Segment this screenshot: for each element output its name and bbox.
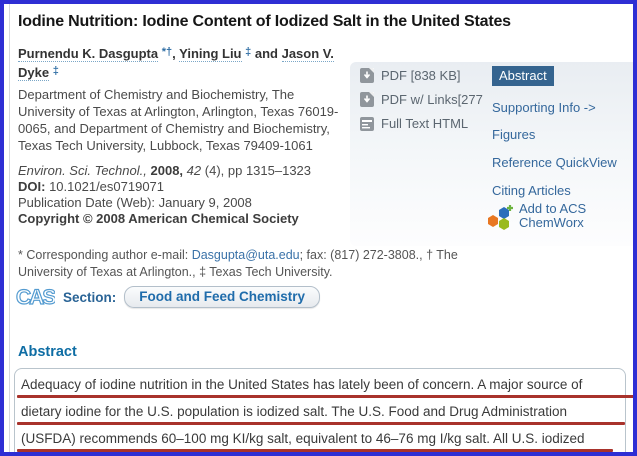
full-text-html-link[interactable]: Full Text HTML bbox=[360, 116, 468, 131]
abstract-line: (USFDA) recommends 60–100 mg KI/kg salt,… bbox=[15, 425, 625, 452]
abstract-text: dietary iodine for the U.S. population i… bbox=[21, 404, 568, 419]
abstract-heading: Abstract bbox=[18, 344, 77, 360]
citation-line: Environ. Sci. Technol., 2008, 42 (4), pp… bbox=[18, 163, 354, 179]
pdf-download-link[interactable]: PDF [838 KB] bbox=[360, 68, 460, 83]
page-title: Iodine Nutrition: Iodine Content of Iodi… bbox=[18, 13, 511, 30]
article-tools-panel: PDF [838 KB] PDF w/ Links[277 Full Text … bbox=[350, 62, 633, 246]
abstract-text: Adequacy of iodine nutrition in the Unit… bbox=[21, 377, 583, 392]
cas-logo-icon: CAS bbox=[15, 286, 55, 308]
author-link[interactable]: Purnendu K. Dasgupta bbox=[18, 46, 159, 62]
nav-supporting-info-link[interactable]: Supporting Info -> bbox=[492, 100, 596, 115]
author-list: Purnendu K. Dasgupta *†, Yining Liu ‡ an… bbox=[18, 45, 354, 83]
chemworx-label-line2: ChemWorx bbox=[519, 215, 584, 230]
footnote-text: * Corresponding author e-mail: bbox=[18, 248, 192, 262]
html-document-icon bbox=[360, 116, 374, 131]
red-underline-annotation bbox=[17, 449, 613, 452]
footnote-text: ; fax: (817) 272-3808., † The University… bbox=[18, 248, 458, 279]
abstract-text: (USFDA) recommends 60–100 mg KI/kg salt,… bbox=[21, 431, 585, 446]
nav-figures-link[interactable]: Figures bbox=[492, 127, 536, 142]
doi-value: 10.1021/es0719071 bbox=[49, 179, 165, 194]
article-meta-column: Purnendu K. Dasgupta *†, Yining Liu ‡ an… bbox=[18, 45, 354, 227]
tab-abstract-selected[interactable]: Abstract bbox=[492, 66, 554, 86]
doi-label: DOI: bbox=[18, 179, 46, 194]
citation-volume: 42 bbox=[186, 163, 202, 178]
author-link[interactable]: Yining Liu bbox=[179, 46, 242, 62]
author-separator: , bbox=[172, 46, 180, 61]
chemworx-label: Add to ACS ChemWorx bbox=[519, 202, 586, 230]
abstract-line: dietary iodine for the U.S. population i… bbox=[15, 398, 625, 425]
email-link[interactable]: Dasgupta@uta.edu bbox=[191, 248, 300, 262]
section-food-and-feed-chemistry-button[interactable]: Food and Feed Chemistry bbox=[124, 286, 321, 308]
author-affiliation-marker: ‡ bbox=[245, 46, 252, 58]
pdf-file-icon bbox=[360, 92, 374, 107]
content-left-divider bbox=[9, 4, 10, 452]
doi-line: DOI: 10.1021/es0719071 bbox=[18, 179, 354, 195]
citation-block: Environ. Sci. Technol., 2008, 42 (4), pp… bbox=[18, 163, 354, 227]
author-link[interactable]: Jason V. Dyke bbox=[18, 46, 334, 81]
citation-year: 2008, bbox=[150, 163, 184, 178]
section-label: Section: bbox=[63, 289, 117, 305]
author-separator: and bbox=[251, 46, 282, 61]
red-underline-annotation bbox=[17, 422, 625, 425]
author-affiliation-marker: *† bbox=[161, 46, 173, 58]
copyright-line: Copyright © 2008 American Chemical Socie… bbox=[18, 211, 299, 226]
pdf-file-icon bbox=[360, 68, 374, 83]
chemworx-hexagons-icon bbox=[488, 204, 513, 230]
pdf-with-links-download-link[interactable]: PDF w/ Links[277 bbox=[360, 92, 483, 107]
affiliation-text: Department of Chemistry and Biochemistry… bbox=[18, 87, 339, 153]
abstract-line: Adequacy of iodine nutrition in the Unit… bbox=[15, 371, 633, 398]
download-label: PDF [838 KB] bbox=[381, 68, 461, 83]
chemworx-label-line1: Add to ACS bbox=[519, 201, 587, 216]
cas-section-row: CAS Section: Food and Feed Chemistry bbox=[15, 286, 321, 308]
author-affiliation-marker: ‡ bbox=[52, 65, 59, 77]
svg-text:CAS: CAS bbox=[16, 286, 55, 308]
add-to-acs-chemworx-link[interactable]: Add to ACS ChemWorx bbox=[486, 202, 586, 230]
download-label: PDF w/ Links[277 bbox=[381, 92, 483, 107]
journal-name: Environ. Sci. Technol., bbox=[18, 163, 147, 178]
abstract-box: Adequacy of iodine nutrition in the Unit… bbox=[14, 368, 633, 452]
nav-citing-articles-link[interactable]: Citing Articles bbox=[492, 183, 571, 198]
download-label: Full Text HTML bbox=[381, 116, 469, 131]
corresponding-author-footnote: * Corresponding author e-mail: Dasgupta@… bbox=[18, 247, 486, 281]
publication-date: Publication Date (Web): January 9, 2008 bbox=[18, 195, 252, 210]
nav-reference-quickview-link[interactable]: Reference QuickView bbox=[492, 155, 617, 170]
citation-issue-pages: (4), pp 1315–1323 bbox=[204, 163, 312, 178]
red-underline-annotation bbox=[17, 395, 633, 398]
